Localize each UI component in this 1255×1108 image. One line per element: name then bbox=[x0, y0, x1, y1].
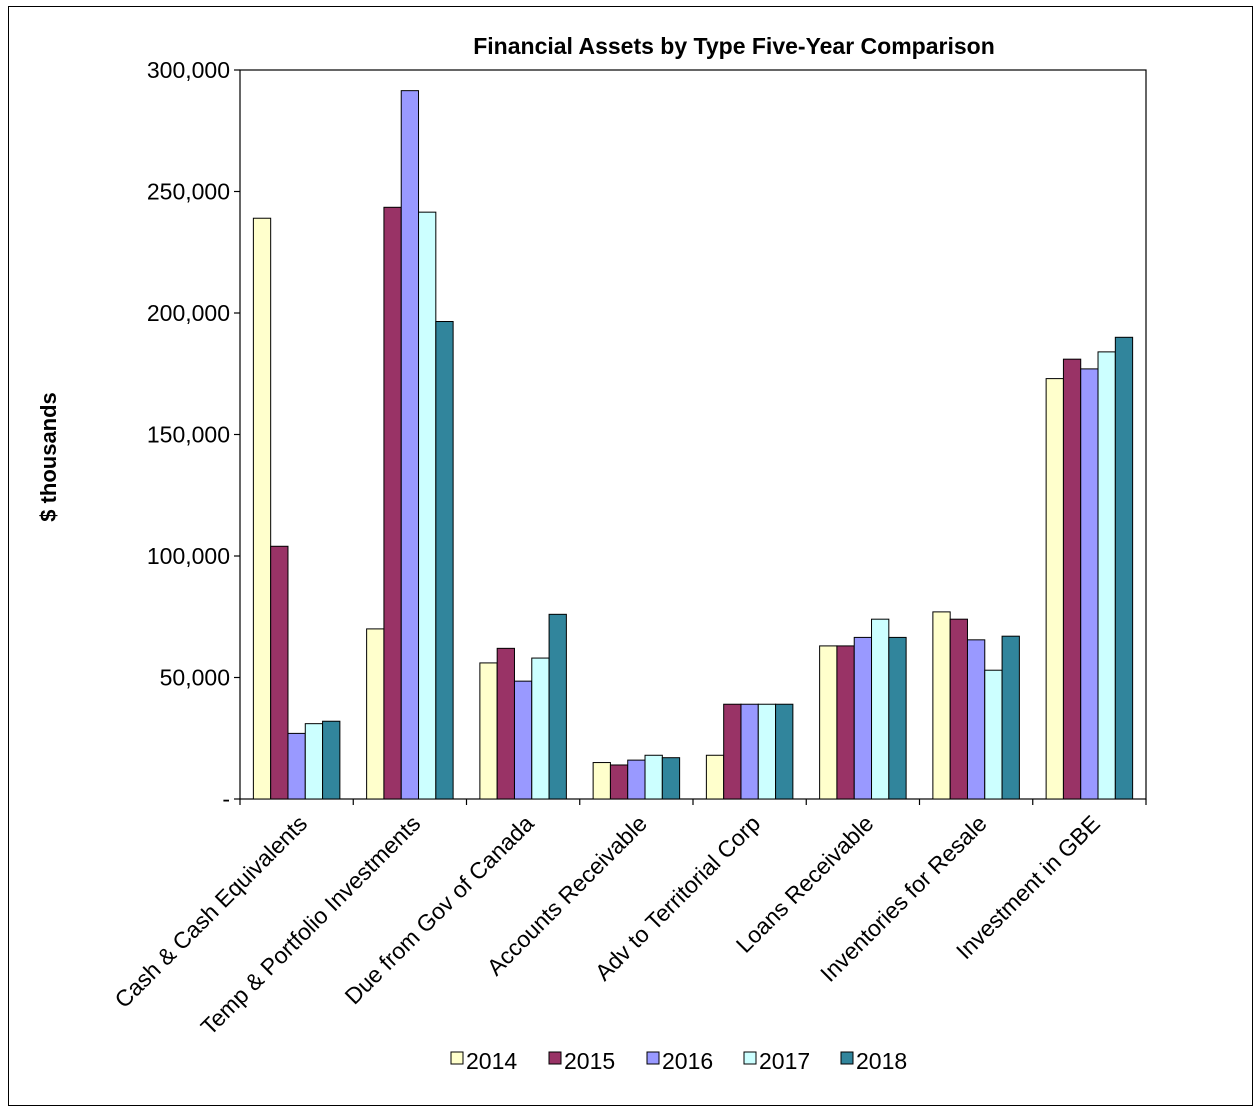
bar-2016 bbox=[513, 680, 533, 800]
bar-2014 bbox=[252, 217, 272, 800]
y-tick-label: 300,000 bbox=[147, 57, 230, 83]
chart-frame bbox=[8, 6, 1253, 1106]
legend: 2014 2015 2016 2017 2018 bbox=[450, 1048, 907, 1074]
bar-2017 bbox=[871, 618, 890, 800]
bar-2017 bbox=[757, 703, 777, 800]
bar-2015 bbox=[836, 645, 855, 800]
legend-label: 2017 bbox=[759, 1048, 810, 1074]
legend-item-2014: 2014 bbox=[450, 1048, 517, 1074]
bar-2018 bbox=[548, 613, 567, 800]
y-tick-label: - bbox=[222, 786, 230, 812]
bar-2017 bbox=[304, 723, 324, 800]
legend-item-2016: 2016 bbox=[646, 1048, 713, 1074]
bar-2014 bbox=[819, 645, 838, 800]
bar-2014 bbox=[705, 754, 725, 800]
bar-2015 bbox=[609, 764, 629, 800]
bar-2014 bbox=[479, 662, 498, 800]
bar-2014 bbox=[932, 611, 951, 800]
bar-2015 bbox=[949, 618, 968, 800]
bar-2017 bbox=[1097, 351, 1116, 800]
bar-2018 bbox=[435, 321, 454, 800]
y-tick-label: 250,000 bbox=[147, 179, 230, 205]
x-tick-label: Due from Gov of Canada bbox=[339, 810, 538, 1009]
bar-2016 bbox=[740, 703, 759, 800]
bar-2015 bbox=[270, 545, 289, 800]
bar-2015 bbox=[723, 703, 742, 800]
bar-2016 bbox=[627, 759, 646, 800]
bar-2016 bbox=[287, 732, 306, 800]
bar-2017 bbox=[644, 754, 663, 800]
legend-swatch bbox=[548, 1051, 562, 1065]
bar-2017 bbox=[531, 657, 550, 800]
x-tick-label: Temp & Portfolio Investments bbox=[196, 810, 426, 1040]
y-axis-label: $ thousands bbox=[36, 392, 61, 522]
y-tick-label: 100,000 bbox=[147, 543, 230, 569]
legend-label: 2016 bbox=[662, 1048, 713, 1074]
bar-2018 bbox=[888, 636, 907, 800]
bar-2018 bbox=[1001, 635, 1020, 800]
chart-title: Financial Assets by Type Five-Year Compa… bbox=[473, 33, 995, 59]
bar-2016 bbox=[853, 636, 873, 800]
legend-swatch bbox=[743, 1051, 757, 1065]
bar-2017 bbox=[418, 211, 437, 800]
legend-item-2015: 2015 bbox=[548, 1048, 615, 1074]
bar-2015 bbox=[496, 647, 515, 800]
bar-2018 bbox=[661, 757, 681, 800]
legend-item-2018: 2018 bbox=[840, 1048, 907, 1074]
bar-2015 bbox=[383, 206, 402, 800]
bar-2014 bbox=[1045, 378, 1064, 800]
x-tick-label: Cash & Cash Equivalents bbox=[109, 810, 312, 1013]
bar-2018 bbox=[1114, 336, 1134, 800]
bar-2016 bbox=[966, 639, 986, 800]
bar-2018 bbox=[775, 703, 794, 800]
y-tick-label: 50,000 bbox=[160, 665, 230, 691]
y-tick-label: 200,000 bbox=[147, 300, 230, 326]
bar-2014 bbox=[366, 628, 385, 800]
legend-label: 2015 bbox=[564, 1048, 615, 1074]
bar-2014 bbox=[592, 762, 611, 800]
y-tick-label: 150,000 bbox=[147, 422, 230, 448]
legend-swatch bbox=[840, 1051, 854, 1065]
legend-label: 2014 bbox=[466, 1048, 517, 1074]
bar-2016 bbox=[1080, 368, 1099, 800]
bar-2015 bbox=[1062, 358, 1082, 800]
legend-label: 2018 bbox=[856, 1048, 907, 1074]
plot-area: - 50,000 100,000 150,000 200,000 250,000 300,0… bbox=[109, 57, 1147, 1040]
legend-item-2017: 2017 bbox=[743, 1048, 810, 1074]
bar-2017 bbox=[984, 669, 1003, 800]
legend-swatch bbox=[450, 1051, 464, 1065]
legend-swatch bbox=[646, 1051, 660, 1065]
bar-2016 bbox=[400, 90, 420, 800]
bar-2018 bbox=[322, 720, 341, 800]
